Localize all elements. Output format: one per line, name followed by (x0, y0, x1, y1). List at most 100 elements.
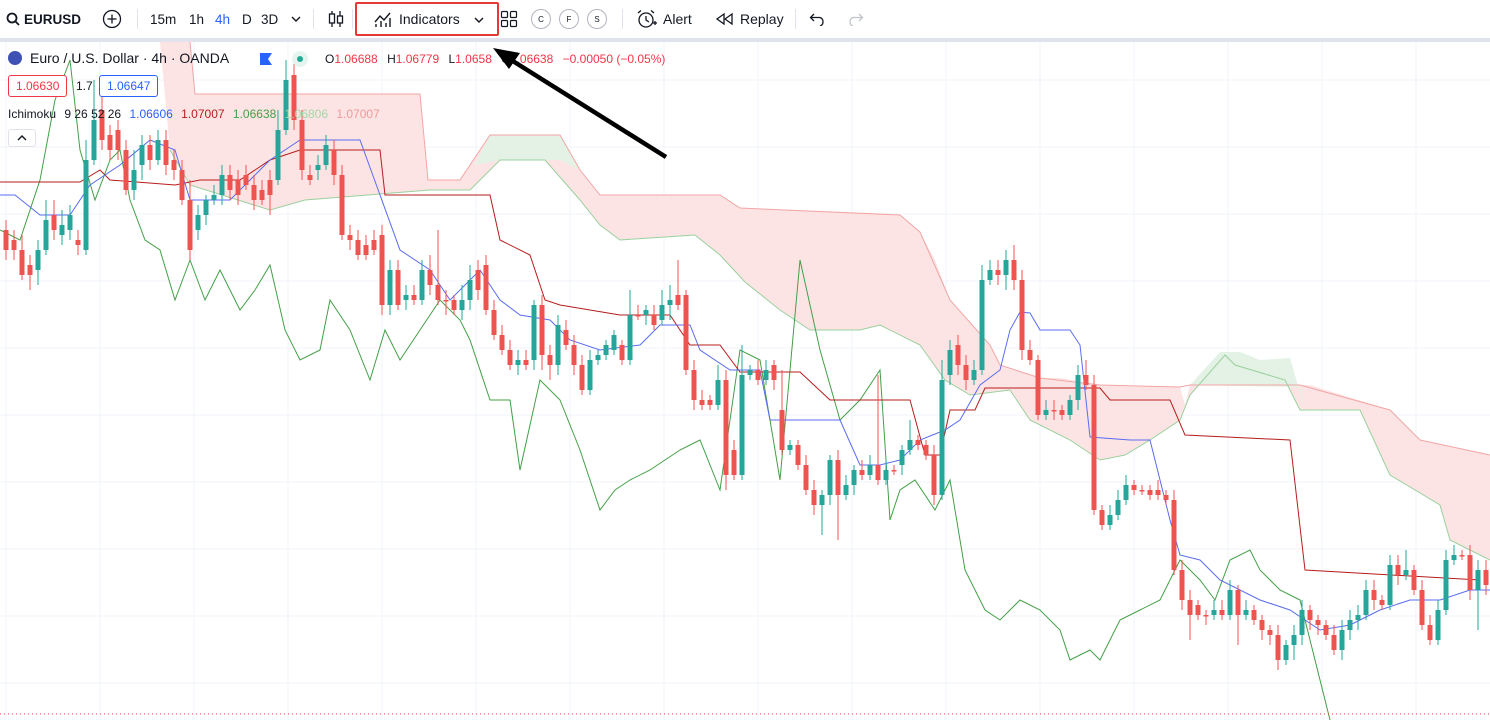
candle-body (1339, 630, 1345, 650)
candle-body (627, 315, 633, 360)
alarm-clock-icon (637, 10, 657, 28)
candle-body (771, 365, 777, 380)
candle-body (443, 300, 449, 302)
candle-body (1419, 590, 1425, 625)
ichimoku-legend[interactable]: Ichimoku 9 26 52 26 1.06606 1.07007 1.06… (8, 107, 385, 121)
chart-type-button[interactable] (327, 0, 345, 38)
candle-body (579, 365, 585, 390)
search-icon (6, 12, 20, 26)
candle-body (955, 345, 961, 365)
candle-body (907, 440, 913, 450)
candle-body (1259, 620, 1265, 630)
chevron-down-icon (291, 16, 301, 22)
candle-body (1019, 280, 1025, 350)
candle-body (195, 215, 201, 230)
circle-button-f[interactable]: F (559, 9, 579, 29)
candle-body (971, 370, 977, 380)
timeframe-label: 4h (215, 11, 231, 27)
candle-body (587, 360, 593, 390)
price-chart[interactable] (0, 42, 1490, 720)
timeframe-d[interactable]: D (242, 0, 252, 38)
candle-body (603, 345, 609, 355)
candle-body (1059, 410, 1065, 415)
grid-icon (500, 10, 518, 28)
flag-icon[interactable] (259, 52, 273, 66)
candle-body (1091, 385, 1097, 510)
candle-body (827, 460, 833, 495)
toolbar-divider (622, 9, 623, 29)
candle-body (1443, 560, 1449, 610)
candle-body (1163, 495, 1169, 500)
candle-body (1483, 570, 1489, 585)
candle-body (1355, 615, 1361, 620)
candle-body (283, 80, 289, 130)
candle-body (107, 135, 113, 150)
candle-body (1123, 485, 1129, 500)
candle-body (1051, 410, 1057, 412)
candle-body (739, 375, 745, 475)
timeframe-15m[interactable]: 15m (150, 0, 176, 38)
timeframe-dropdown[interactable] (290, 0, 302, 38)
candle-body (763, 370, 769, 380)
candle-body (731, 450, 737, 475)
candle-body (1347, 620, 1353, 630)
timeframe-1h[interactable]: 1h (189, 0, 204, 38)
candle-body (155, 140, 161, 160)
ohlc-value: 1.06638 (509, 52, 554, 66)
alert-button[interactable]: Alert (636, 0, 692, 38)
candle-body (147, 145, 153, 160)
collapse-legend-button[interactable] (8, 129, 36, 147)
compare-symbol-button[interactable] (102, 0, 122, 38)
candle-body (355, 240, 361, 255)
alert-label: Alert (663, 11, 692, 27)
symbol-title: Euro / U.S. Dollar · 4h · OANDA (30, 50, 230, 66)
redo-icon (849, 13, 864, 26)
candle-body (1307, 610, 1313, 620)
candle-body (1243, 610, 1249, 615)
timeframe-4h[interactable]: 4h (215, 0, 230, 38)
layout-templates-button[interactable] (500, 0, 518, 38)
candle-body (803, 465, 809, 490)
symbol-label: EURUSD (24, 11, 82, 27)
candle-body (1315, 620, 1321, 625)
circle-button-label: F (566, 14, 572, 24)
candle-body (995, 270, 1001, 275)
replay-button[interactable]: Replay (715, 0, 784, 38)
currency-flag-icon (8, 51, 22, 65)
candle-body (1067, 400, 1073, 415)
candle-body (499, 335, 505, 350)
candle-body (115, 130, 121, 150)
candle-body (659, 305, 665, 320)
leading-span-b-line (189, 42, 1490, 456)
redo-button[interactable] (846, 0, 864, 38)
buy-price-button[interactable]: 1.06647 (99, 75, 159, 97)
chevron-down-icon (474, 17, 484, 23)
sell-price-button[interactable]: 1.06630 (8, 75, 68, 97)
candle-body (99, 110, 105, 140)
candle-body (307, 175, 313, 180)
candle-body (171, 160, 177, 170)
ohlc-label: C (501, 52, 510, 66)
candle-body (523, 360, 529, 365)
candle-body (67, 215, 73, 230)
circle-button-c[interactable]: C (531, 9, 551, 29)
candle-body (1291, 635, 1297, 645)
candle-body (1139, 490, 1145, 492)
candle-body (1323, 625, 1329, 635)
indicators-button[interactable]: Indicators (355, 2, 499, 36)
candle-body (1267, 630, 1273, 635)
indicator-params: 9 26 52 26 (64, 107, 122, 121)
candle-body (1035, 360, 1041, 415)
candle-body (251, 185, 257, 200)
candle-body (1467, 555, 1473, 590)
candle-body (619, 345, 625, 360)
symbol-search[interactable]: EURUSD (6, 0, 81, 38)
candle-body (651, 315, 657, 325)
timeframe-3d[interactable]: 3D (261, 0, 278, 38)
candle-body (1427, 625, 1433, 640)
circle-button-s[interactable]: S (587, 9, 607, 29)
timeframe-label: 1h (189, 11, 205, 27)
candle-body (11, 240, 17, 250)
candle-body (243, 175, 249, 185)
undo-button[interactable] (809, 0, 827, 38)
